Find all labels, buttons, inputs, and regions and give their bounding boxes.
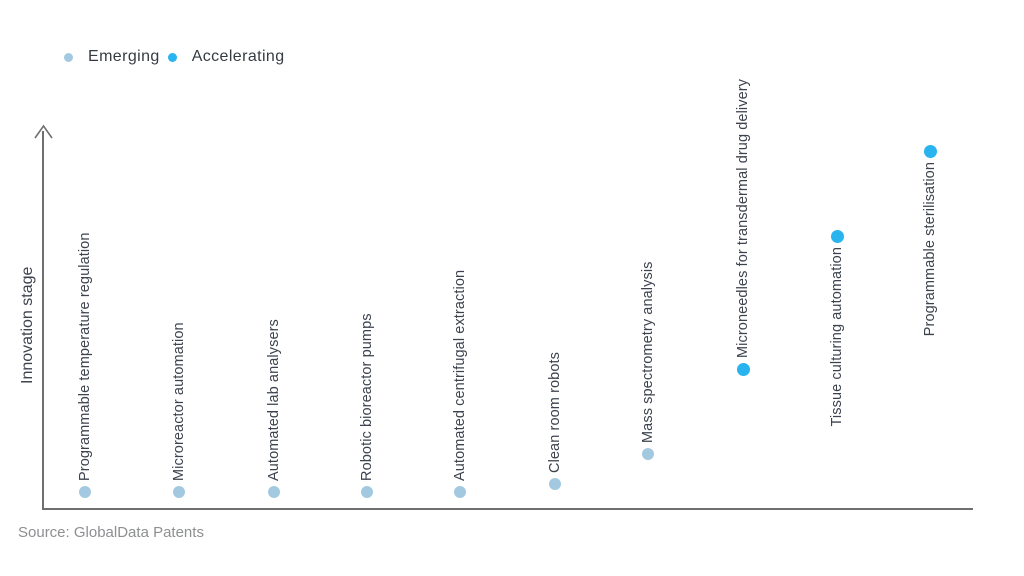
point-label: Automated lab analysers (265, 319, 282, 481)
source-caption: Source: GlobalData Patents (18, 524, 204, 541)
point-dot-emerging (549, 478, 561, 490)
point-label: Mass spectrometry analysis (639, 261, 656, 444)
point-dot-emerging (642, 448, 654, 460)
point-dot-emerging (173, 486, 185, 498)
point-label: Programmable sterilisation (921, 162, 938, 337)
legend-item-emerging: Emerging (64, 48, 160, 66)
point-dot-accelerating (923, 144, 937, 158)
point-label: Microreactor automation (170, 322, 187, 481)
point-dot-accelerating (736, 362, 750, 376)
point-dot-emerging (79, 486, 91, 498)
x-axis-line (42, 508, 973, 510)
point-label: Robotic bioreactor pumps (358, 313, 375, 481)
y-axis-line (42, 131, 44, 510)
legend-item-accelerating: Accelerating (167, 48, 285, 66)
legend-dot-accelerating-icon (167, 52, 177, 62)
legend-label-accelerating: Accelerating (191, 48, 285, 65)
y-axis-arrow-icon (34, 124, 53, 139)
point-label: Microneedles for transdermal drug delive… (734, 78, 751, 358)
legend: Emerging Accelerating (64, 47, 285, 67)
point-dot-emerging (268, 486, 280, 498)
legend-dot-emerging-icon (64, 52, 73, 62)
point-label: Programmable temperature regulation (76, 232, 93, 481)
legend-label-emerging: Emerging (88, 48, 160, 65)
point-dot-accelerating (830, 229, 844, 243)
point-label: Tissue culturing automation (828, 247, 845, 427)
point-dot-emerging (454, 486, 466, 498)
point-label: Clean room robots (546, 352, 563, 473)
point-label: Automated centrifugal extraction (451, 269, 468, 481)
point-dot-emerging (361, 486, 373, 498)
